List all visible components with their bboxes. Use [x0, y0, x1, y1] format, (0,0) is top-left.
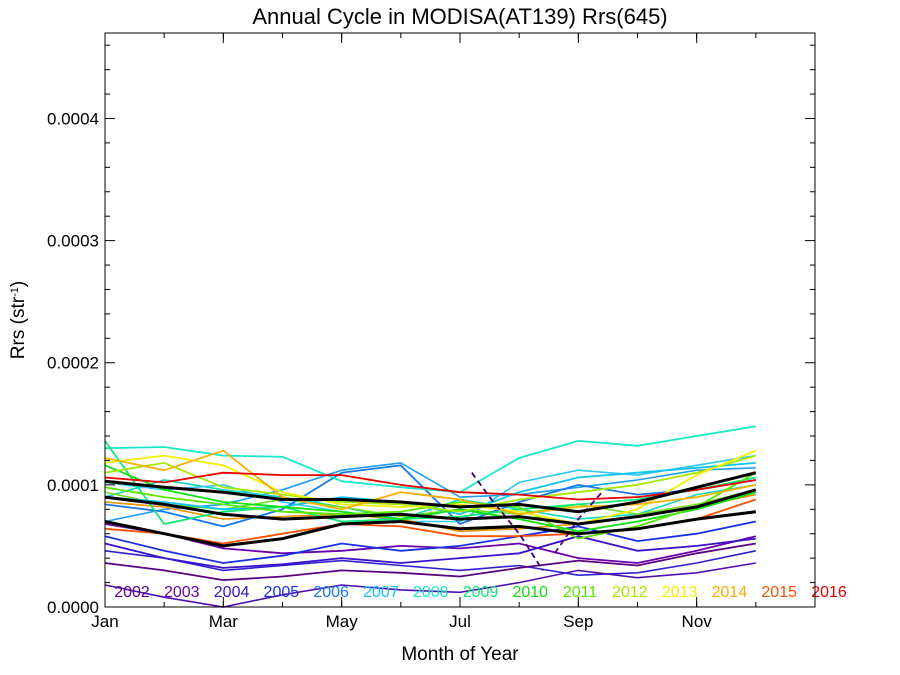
legend-label-2006: 2006: [313, 584, 349, 601]
legend-label-2015: 2015: [761, 584, 797, 601]
legend-label-2014: 2014: [712, 584, 748, 601]
legend: 2002 2003 2004 2005 2006 2007 2008 2009 2010 2011…: [114, 584, 847, 601]
series-line-2005: [104, 520, 756, 564]
legend-label-2010: 2010: [512, 584, 548, 601]
series-line-2003: [104, 523, 757, 564]
chart-title: Annual Cycle in MODISA(AT139) Rrs(645): [252, 4, 667, 29]
series-line-2004: [104, 535, 756, 569]
climatology-line-1: [104, 471, 757, 514]
series-layer: [104, 425, 757, 608]
axes: Jan Mar May Jul Sep Nov 0.0000 0.0001 0.0002 0.00…: [47, 33, 816, 631]
dashed-series-line-0: [471, 472, 544, 571]
extra-series-line-1: [104, 479, 756, 520]
extra-series-line-4: [104, 550, 756, 577]
legend-label-2009: 2009: [463, 584, 499, 601]
dashed-series-line-1: [553, 491, 603, 554]
legend-label-2003: 2003: [164, 584, 200, 601]
series-line-2010: [104, 464, 757, 533]
legend-label-2004: 2004: [214, 584, 250, 601]
series-line-2002: [104, 542, 756, 582]
series-line-2016: [104, 471, 756, 501]
legend-label-2008: 2008: [413, 584, 449, 601]
climatology-line-2: [104, 510, 756, 548]
extra-series-line-2: [104, 454, 756, 523]
extra-series-line-5: [104, 562, 756, 608]
x-axis-label: Month of Year: [401, 644, 519, 665]
x-tick-label-Mar: Mar: [209, 612, 239, 631]
y-tick-label-0.0001: 0.0001: [47, 476, 99, 495]
x-tick-label-Jan: Jan: [91, 612, 118, 631]
legend-label-2013: 2013: [662, 584, 698, 601]
series-line-2012: [104, 454, 757, 513]
legend-label-2012: 2012: [612, 584, 648, 601]
legend-label-2007: 2007: [363, 584, 399, 601]
x-tick-label-May: May: [326, 612, 359, 631]
y-tick-label-0.0002: 0.0002: [47, 354, 99, 373]
series-line-2011: [104, 471, 757, 540]
y-tick-label-0.0004: 0.0004: [47, 109, 99, 128]
x-tick-label-Sep: Sep: [563, 612, 593, 631]
legend-label-2011: 2011: [563, 584, 598, 601]
y-tick-label-0.0000: 0.0000: [47, 598, 99, 617]
series-line-2006: [104, 464, 756, 528]
x-tick-label-Jul: Jul: [449, 612, 471, 631]
legend-label-2005: 2005: [264, 584, 300, 601]
legend-label-2016: 2016: [811, 584, 847, 601]
series-line-2014: [104, 449, 756, 516]
climatology-line-0: [104, 488, 757, 526]
y-axis-label: Rrs (str-1): [8, 281, 29, 359]
x-tick-label-Nov: Nov: [682, 612, 713, 631]
extra-series-line-0: [104, 462, 756, 523]
y-tick-label-0.0003: 0.0003: [47, 232, 99, 251]
legend-label-2002: 2002: [114, 584, 150, 601]
